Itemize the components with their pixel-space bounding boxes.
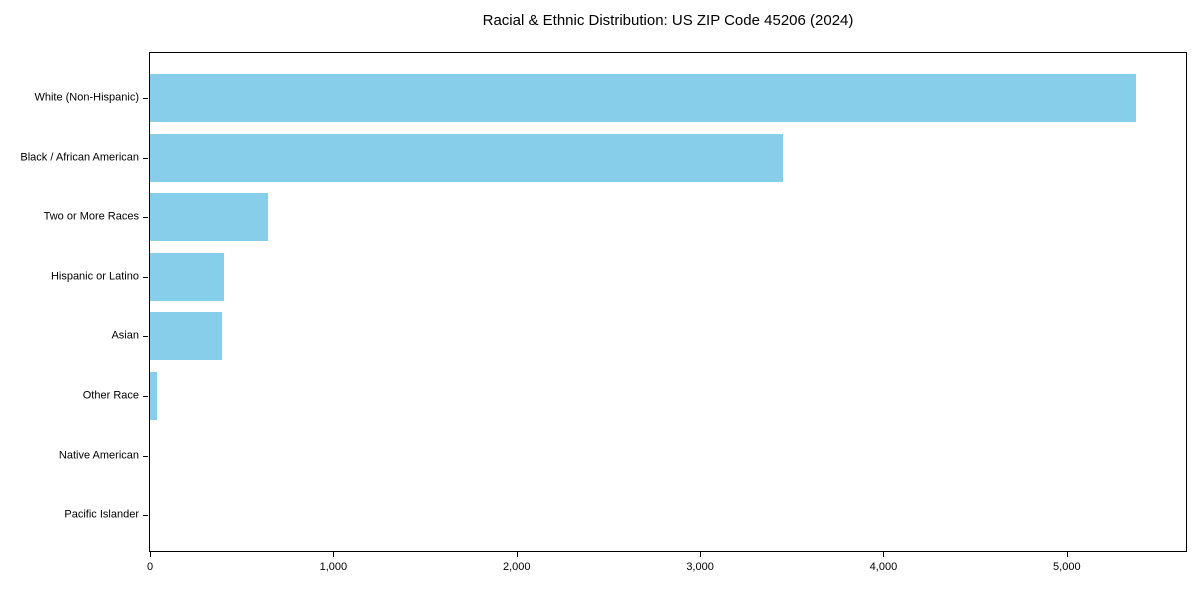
bar-other-race (150, 372, 158, 420)
y-tick-label-asian: Asian (111, 329, 139, 342)
x-tick-mark (150, 552, 151, 557)
x-tick-label-0: 0 (146, 561, 154, 573)
y-tick-mark (143, 276, 148, 278)
bar-black-african-american (150, 133, 783, 182)
y-tick-label-black-african-american: Black / African American (20, 151, 139, 164)
bar-hispanic-or-latino (150, 252, 225, 301)
y-tick-label-two-or-more-races: Two or More Races (43, 210, 139, 223)
x-tick-mark (516, 552, 518, 557)
x-tick-mark (883, 552, 885, 557)
bar-asian (150, 312, 223, 361)
x-tick-mark (1066, 552, 1068, 557)
y-tick-mark (143, 396, 148, 397)
y-tick-label-pacific-islander: Pacific Islander (64, 508, 139, 521)
chart-title: Racial & Ethnic Distribution: US ZIP Cod… (482, 12, 854, 29)
y-tick-mark (143, 336, 148, 338)
y-tick-label-white-non-hispanic: White (Non-Hispanic) (34, 91, 139, 104)
y-tick-mark (143, 98, 148, 99)
y-tick-label-hispanic-or-latino: Hispanic or Latino (50, 270, 139, 283)
x-tick-label-1-000: 1,000 (319, 561, 348, 573)
y-tick-mark (143, 157, 148, 159)
x-tick-mark (333, 552, 335, 557)
x-tick-label-4-000: 4,000 (869, 561, 898, 573)
bar-two-or-more-races (150, 193, 269, 242)
x-tick-mark (700, 552, 702, 557)
x-tick-label-3-000: 3,000 (686, 561, 714, 573)
plot-area (149, 52, 1187, 552)
y-tick-mark (143, 455, 148, 457)
y-tick-label-native-american: Native American (58, 449, 139, 462)
y-tick-mark (143, 217, 148, 219)
x-tick-label-5-000: 5,000 (1053, 561, 1081, 573)
y-tick-label-other-race: Other Race (82, 389, 139, 402)
y-tick-mark (143, 515, 148, 517)
bar-white-non-hispanic (150, 74, 1137, 122)
x-tick-label-2-000: 2,000 (502, 561, 531, 573)
